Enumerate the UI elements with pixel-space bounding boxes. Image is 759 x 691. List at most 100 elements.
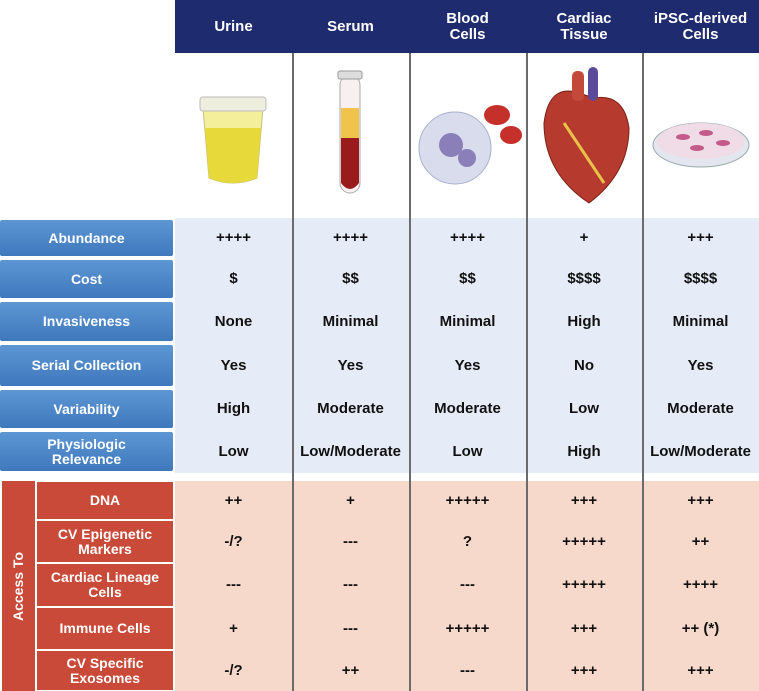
access-row-label: CV Epigenetic Markers <box>37 521 173 562</box>
cell-value-text: Yes <box>337 356 364 374</box>
cell-value: Minimal <box>292 300 409 343</box>
petri-dish <box>652 122 750 168</box>
column-divider <box>292 53 294 691</box>
column-divider <box>409 53 411 691</box>
access-value: +++ <box>526 481 642 520</box>
access-value: +++ <box>642 481 759 520</box>
cell-value-text: Minimal <box>672 312 729 330</box>
cell-value-text: $$ <box>459 270 476 287</box>
access-value: ++++ <box>642 563 759 607</box>
access-value-text: +++ <box>570 491 598 509</box>
row-label: Serial Collection <box>0 345 173 386</box>
access-value-text: ++ <box>691 532 710 550</box>
cell-value: High <box>175 388 292 430</box>
access-value: ++ <box>292 650 409 691</box>
cell-value: Yes <box>175 343 292 388</box>
urine-cup <box>199 96 267 184</box>
row-label-text: Abundance <box>48 229 125 246</box>
cell-value-text: Low <box>569 400 599 417</box>
cell-value: $$ <box>409 258 526 300</box>
row-label-text: Invasiveness <box>42 313 131 329</box>
access-value-text: ++++ <box>682 576 719 593</box>
header-band <box>175 0 759 53</box>
column-header: Serum <box>292 0 409 53</box>
access-area <box>175 481 759 691</box>
heart <box>543 67 630 204</box>
access-value-text: +++++ <box>445 619 490 637</box>
access-value-text: -/? <box>224 532 243 550</box>
row-label: Variability <box>0 390 173 428</box>
column-divider <box>526 53 528 691</box>
access-value-text: +++++ <box>562 532 606 550</box>
row-label-text: Cost <box>70 270 103 287</box>
cell-value-text: ++++ <box>449 229 486 246</box>
cell-value-text: Low/Moderate <box>300 442 401 460</box>
cell-value-text: None <box>214 312 253 330</box>
cell-value: +++ <box>642 218 759 258</box>
cell-value-text: Yes <box>220 356 247 374</box>
access-row-label-text: DNA <box>89 492 121 508</box>
cell-value-text: Low/Moderate <box>650 442 751 460</box>
cell-value: No <box>526 343 642 388</box>
serum-tube <box>337 70 363 194</box>
cell-value: ++++ <box>175 218 292 258</box>
cell-value: Low/Moderate <box>642 430 759 473</box>
cell-value: Moderate <box>292 388 409 430</box>
row-label-text: Serial Collection <box>31 357 142 373</box>
column-header: Blood Cells <box>409 0 526 53</box>
cell-value: Minimal <box>409 300 526 343</box>
access-row-label: CV Specific Exosomes <box>37 651 173 690</box>
access-value-text: +++ <box>570 661 598 679</box>
cell-value: ++++ <box>292 218 409 258</box>
cell-value: Yes <box>409 343 526 388</box>
access-row-label-text: CV Epigenetic Markers <box>57 525 153 557</box>
access-row-label-text: Cardiac Lineage Cells <box>50 569 160 600</box>
access-value-text: --- <box>460 576 475 593</box>
access-value-text: +++++ <box>562 576 606 593</box>
blood-cells <box>418 105 522 185</box>
cell-value: $$$$ <box>526 258 642 300</box>
access-value: --- <box>409 563 526 607</box>
access-value: -/? <box>175 520 292 563</box>
access-value: --- <box>292 520 409 563</box>
row-label-text: Variability <box>53 400 120 417</box>
cell-value-text: Low <box>452 442 483 460</box>
access-value-text: + <box>229 619 238 637</box>
cell-value: Low/Moderate <box>292 430 409 473</box>
cell-value: Moderate <box>642 388 759 430</box>
cell-value: $ <box>175 258 292 300</box>
column-header-text: Serum <box>327 17 374 35</box>
column-header-text: iPSC-derived Cells <box>653 9 748 43</box>
access-value-text: --- <box>460 661 475 679</box>
access-value-text: --- <box>226 576 241 593</box>
cell-value-text: No <box>574 356 594 374</box>
cell-value-text: ++++ <box>215 229 252 246</box>
cell-value: Yes <box>642 343 759 388</box>
cell-value-text: Moderate <box>667 400 734 417</box>
access-row-label: Immune Cells <box>37 608 173 649</box>
access-value-text: --- <box>343 576 358 593</box>
row-label-text: Physiologic Relevance <box>47 435 126 467</box>
cell-value-text: Yes <box>687 356 714 374</box>
cell-value: Yes <box>292 343 409 388</box>
row-label: Cost <box>0 260 173 298</box>
cell-value: None <box>175 300 292 343</box>
column-divider <box>642 53 644 691</box>
cell-value-text: $$ <box>342 270 359 287</box>
column-header-text: Cardiac Tissue <box>556 9 612 43</box>
cell-value: $$ <box>292 258 409 300</box>
access-value-text: +++ <box>687 491 714 509</box>
access-value: ? <box>409 520 526 563</box>
access-value-text: +++++ <box>445 491 490 509</box>
access-value: --- <box>292 607 409 650</box>
cell-value: + <box>526 218 642 258</box>
access-value: + <box>175 607 292 650</box>
row-label: Physiologic Relevance <box>0 432 173 471</box>
access-value: ++ (*) <box>642 607 759 650</box>
access-value: +++++ <box>409 481 526 520</box>
cell-value: ++++ <box>409 218 526 258</box>
access-value-text: +++ <box>687 661 714 679</box>
access-value: +++++ <box>526 563 642 607</box>
column-header: iPSC-derived Cells <box>642 0 759 53</box>
